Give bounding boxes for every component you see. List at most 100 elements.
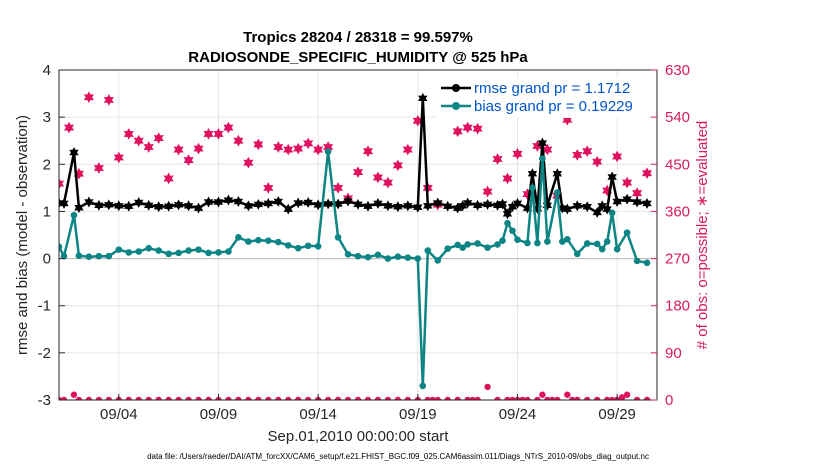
bias-point xyxy=(225,248,232,255)
y-left-tick-label: 4 xyxy=(43,62,51,79)
rmse-point xyxy=(602,203,612,215)
evaluated-obs-marker xyxy=(133,134,144,147)
bias-point xyxy=(344,251,352,258)
possible-obs-marker xyxy=(569,396,576,400)
bias-point xyxy=(245,238,252,245)
evaluated-obs-marker xyxy=(83,91,94,104)
bias-point xyxy=(529,184,536,192)
possible-obs-marker xyxy=(334,396,342,400)
evaluated-obs-marker xyxy=(303,137,314,150)
possible-obs-marker xyxy=(295,396,302,400)
possible-obs-marker xyxy=(544,396,551,400)
y-right-tick-label: 360 xyxy=(665,203,690,220)
possible-obs-marker xyxy=(145,396,152,400)
bias-point xyxy=(419,382,427,390)
y-right-tick-label: 180 xyxy=(665,298,690,315)
series-layer xyxy=(59,91,653,400)
possible-obs-marker xyxy=(618,394,626,400)
possible-obs-marker xyxy=(608,396,616,400)
bias-point xyxy=(554,189,561,196)
bias-point xyxy=(559,238,566,245)
possible-obs-marker xyxy=(603,396,611,400)
possible-obs-marker xyxy=(539,391,546,398)
y-right-tick-label: 540 xyxy=(665,109,690,126)
evaluated-obs-marker xyxy=(203,128,214,140)
evaluated-obs-marker xyxy=(143,141,154,153)
bias-point xyxy=(324,148,332,155)
bias-point xyxy=(394,253,402,260)
bias-point xyxy=(314,243,322,250)
bias-point xyxy=(304,242,312,250)
rmse-point xyxy=(373,197,383,209)
evaluated-obs-marker xyxy=(243,156,254,169)
rmse-point xyxy=(462,197,473,209)
bias-point xyxy=(374,251,382,259)
bias-point xyxy=(539,155,546,162)
rmse-point xyxy=(134,197,144,208)
bias-point xyxy=(384,255,392,262)
possible-obs-marker xyxy=(534,396,541,400)
y-left-tick-label: 2 xyxy=(43,156,51,173)
y-axis-left-label: rmse and bias (model - observation) xyxy=(14,115,31,355)
possible-obs-marker xyxy=(519,396,526,400)
possible-obs-marker xyxy=(494,396,501,400)
rmse-point xyxy=(512,197,523,209)
possible-obs-marker xyxy=(225,396,232,400)
bias-point xyxy=(274,238,282,246)
possible-obs-marker xyxy=(623,391,631,398)
possible-obs-marker xyxy=(304,396,312,400)
x-tick-label: 09/24 xyxy=(499,406,537,423)
possible-obs-marker xyxy=(374,396,382,400)
possible-obs-marker xyxy=(434,396,441,400)
bias-point xyxy=(608,209,616,217)
rmse-point xyxy=(497,198,508,210)
possible-obs-marker xyxy=(175,396,182,400)
y-axis-left: -3 -2 -1 0 1 2 3 4 xyxy=(38,62,65,409)
bias-line xyxy=(59,150,648,388)
rmse-point xyxy=(562,203,573,215)
y-axis-right-label: # of obs: o=possible; ∗=evaluated xyxy=(694,121,711,350)
rmse-point xyxy=(124,200,134,212)
y-right-tick-label: 450 xyxy=(665,156,690,173)
possible-obs-marker xyxy=(464,396,471,400)
possible-obs-marker xyxy=(265,396,272,400)
bias-point xyxy=(603,238,611,245)
evaluated-obs-marker xyxy=(213,128,224,140)
evaluated-obs-marker xyxy=(263,182,274,194)
y-axis-right: 0 90 180 270 360 450 540 630 xyxy=(651,62,690,409)
rmse-point xyxy=(582,201,592,213)
legend-rmse-marker xyxy=(452,84,460,92)
evaluated-obs-marker xyxy=(392,159,403,172)
x-tick-label: 09/04 xyxy=(100,406,138,423)
rmse-point xyxy=(94,199,104,211)
bias-point xyxy=(165,250,172,258)
rmse-point xyxy=(69,147,79,158)
possible-obs-marker xyxy=(165,396,172,400)
possible-obs-marker xyxy=(504,396,511,400)
rmse-point xyxy=(383,200,393,212)
evaluated-obs-marker xyxy=(502,172,513,185)
possible-obs-marker xyxy=(155,396,162,400)
bias-point xyxy=(643,259,651,267)
evaluated-obs-marker xyxy=(641,167,653,180)
rmse-point xyxy=(263,197,274,209)
possible-obs-marker xyxy=(135,396,142,400)
possible-obs-marker xyxy=(574,396,581,400)
evaluated-obs-marker xyxy=(163,172,174,185)
legend: rmse grand pr = 1.1712 bias grand pr = 0… xyxy=(436,78,648,118)
rmse-point xyxy=(552,168,563,180)
evaluated-obs-marker xyxy=(223,121,234,134)
possible-obs-marker xyxy=(524,396,531,400)
bias-point xyxy=(155,247,162,254)
evaluated-obs-marker xyxy=(113,151,124,164)
bias-point xyxy=(215,249,222,256)
possible-obs-marker xyxy=(255,396,262,400)
rmse-point xyxy=(537,137,548,149)
possible-obs-marker xyxy=(235,396,242,400)
bias-point xyxy=(593,240,601,248)
possible-obs-marker xyxy=(474,396,481,400)
bias-point xyxy=(354,252,362,260)
bias-point xyxy=(404,254,412,261)
bias-point xyxy=(135,248,143,255)
